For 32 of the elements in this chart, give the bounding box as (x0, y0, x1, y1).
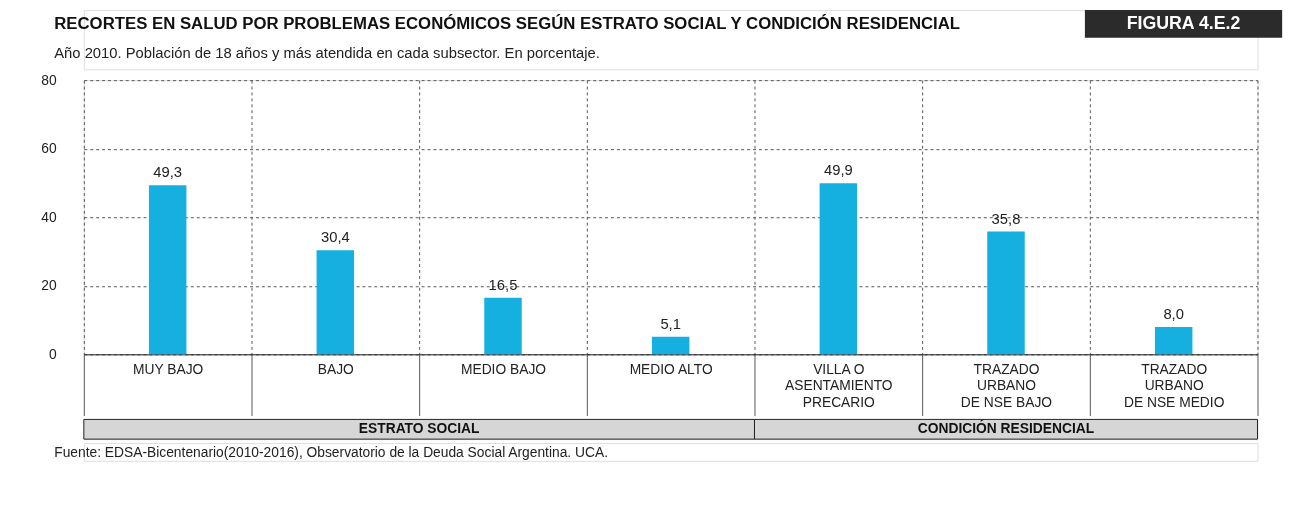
data-label: 5,1 (660, 315, 681, 332)
chart-title: RECORTES EN SALUD POR PROBLEMAS ECONÓMICOS SEGÚN ESTRATO SOCIAL Y CONDICIÓN RESIDENCIAL (54, 13, 961, 33)
data-label: 35,8 (991, 210, 1021, 227)
y-tick-label: 40 (41, 209, 58, 225)
bar (819, 183, 858, 355)
x-tick-label: BAJO (317, 361, 355, 377)
x-tick-label: MEDIO ALTO (629, 361, 713, 377)
bar (651, 336, 690, 355)
data-label: 49,9 (823, 162, 853, 179)
x-tick-label: VILLA O ASENTAMIENTO PRECARIO (785, 361, 893, 411)
data-label: 30,4 (320, 229, 350, 246)
text: ESTRATO SOCIAL (358, 421, 480, 437)
bar (316, 250, 355, 355)
x-tick-label: TRAZADO URBANO DE NSE MEDIO (1123, 361, 1225, 411)
bar (148, 185, 187, 355)
x-tick-label: MUY BAJO (133, 361, 204, 377)
data-label: 16,5 (488, 276, 518, 293)
data-label: 8,0 (1163, 306, 1184, 323)
x-tick-label: MEDIO BAJO (460, 361, 547, 377)
text: CONDICIÓN RESIDENCIAL (917, 419, 1095, 437)
y-tick-label: 0 (49, 346, 58, 362)
y-tick-label: 80 (41, 72, 58, 88)
y-tick-label: 20 (41, 278, 58, 294)
source-note: Fuente: EDSA-Bicentenario(2010-2016), Observatorio de la Deuda Social Argentina. UCA. (54, 444, 608, 460)
text: FIGURA 4.E.2 (1126, 12, 1241, 33)
bar (987, 231, 1025, 355)
chart-subtitle: Año 2010. Población de 18 años y más atendida en cada subsector. En porcentaje. (54, 45, 600, 62)
data-label: 49,3 (153, 164, 183, 181)
x-tick-label: TRAZADO URBANO DE NSE BAJO (960, 361, 1053, 411)
y-tick-label: 60 (41, 141, 58, 157)
bar (484, 297, 522, 355)
bar (1154, 326, 1193, 355)
